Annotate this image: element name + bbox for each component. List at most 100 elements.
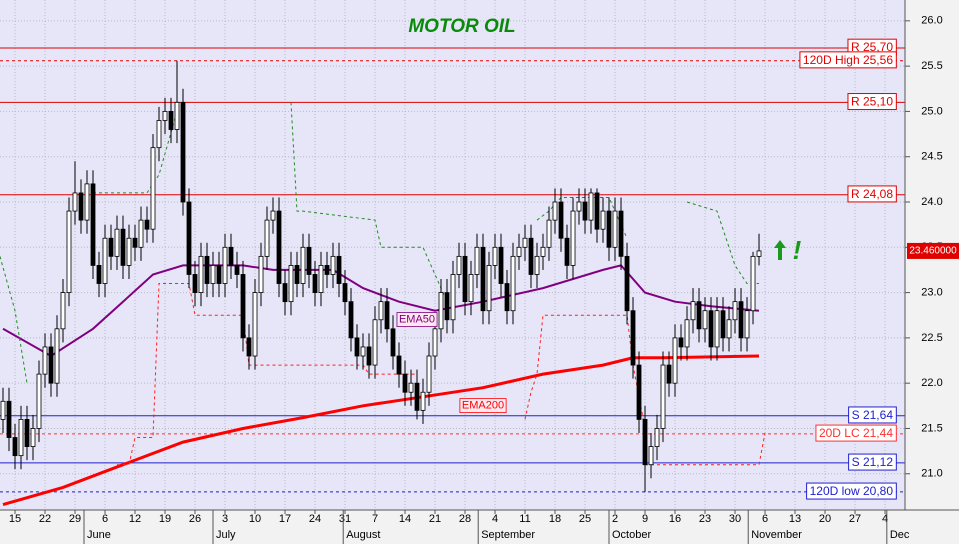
y-tick-label: 21.5 (921, 422, 942, 434)
candle-body (66, 210, 72, 293)
candle-body (642, 419, 648, 466)
candle-body (18, 419, 24, 457)
y-tick-label: 22.0 (921, 377, 942, 389)
candle-body (390, 328, 396, 357)
grid (0, 0, 905, 510)
candle-body (246, 337, 252, 357)
chart-title: MOTOR OIL (408, 16, 515, 37)
candle-body (546, 219, 552, 248)
candle-body (756, 250, 762, 257)
candle-body (654, 428, 660, 447)
level-label-box (848, 406, 897, 424)
candle-body (618, 210, 624, 257)
level-label: S 21,64 (852, 408, 894, 422)
x-tick-label: 23 (699, 513, 711, 525)
candle-body (468, 274, 474, 303)
candle-body (558, 201, 564, 239)
level-label-box (848, 453, 897, 471)
candle-body (744, 310, 750, 339)
level-label-box (847, 185, 897, 203)
candle-body (588, 192, 594, 221)
candle-body (720, 310, 726, 339)
candle-body (336, 255, 342, 284)
candle-body (300, 246, 306, 284)
x-tick-label: 26 (189, 513, 201, 525)
level-label: 20D LC 21,44 (819, 426, 893, 440)
last-price-box (907, 242, 959, 259)
candle-body (72, 192, 78, 212)
candle-body (552, 201, 558, 221)
candle-body (96, 265, 102, 284)
indicator-line (2, 354, 760, 507)
candle-body (462, 255, 468, 303)
candle-body (612, 210, 618, 248)
candle-body (444, 292, 450, 321)
month-label: October (612, 529, 651, 541)
candle-body (36, 373, 42, 429)
x-tick-label: 28 (459, 513, 471, 525)
candle-body (198, 255, 204, 293)
candle-body (684, 319, 690, 348)
candle-body (486, 265, 492, 312)
candle-body (678, 337, 684, 348)
level-label-box (806, 482, 897, 500)
candle-body (408, 382, 414, 393)
y-tick-label: 23.0 (921, 286, 942, 298)
y-tick-label: 26.0 (921, 15, 942, 27)
candle-body (12, 437, 18, 457)
candle-body (510, 255, 516, 312)
candle-body (600, 210, 606, 230)
month-label: Dec (890, 529, 910, 541)
x-tick-label: 11 (519, 513, 530, 525)
candle-body (594, 192, 600, 230)
candle-body (270, 210, 276, 221)
level-label: 120D High 25,56 (803, 53, 893, 67)
candle-body (534, 255, 540, 275)
candle-body (528, 237, 534, 275)
candle-body (156, 120, 162, 149)
up-arrow (774, 240, 786, 260)
x-tick-label: 30 (729, 513, 741, 525)
candle-body (348, 301, 354, 339)
candle-body (360, 346, 366, 357)
x-tick-label: 9 (642, 513, 648, 525)
candle-body (576, 201, 582, 212)
candle-body (630, 310, 636, 366)
x-tick-label: 16 (669, 513, 681, 525)
x-tick-label: 27 (849, 513, 861, 525)
candle-body (240, 274, 246, 339)
candle-body (372, 319, 378, 366)
candle-body (144, 219, 150, 230)
level-label-box (847, 93, 897, 111)
y-tick-label: 24.0 (921, 196, 942, 208)
candle-body (264, 219, 270, 257)
candle-body (84, 183, 90, 221)
candle-body (342, 283, 348, 303)
candle-body (108, 237, 114, 257)
candle-body (138, 219, 144, 248)
candle-body (378, 301, 384, 321)
candle-body (732, 301, 738, 321)
candle-body (216, 265, 222, 284)
candle-body (24, 419, 30, 447)
candle-body (324, 265, 330, 275)
candle-body (318, 265, 324, 293)
candle-body (420, 391, 426, 411)
candle-body (660, 364, 666, 429)
month-label: August (346, 529, 380, 541)
candle-body (312, 274, 318, 293)
x-tick-label: 29 (69, 513, 81, 525)
x-tick-label: 13 (789, 513, 801, 525)
x-tick-label: 4 (882, 513, 888, 525)
candle-body (564, 237, 570, 266)
candle-body (702, 310, 708, 330)
candle-body (492, 246, 498, 266)
candle-body (726, 319, 732, 339)
candle-body (48, 346, 54, 384)
candle-body (30, 428, 36, 447)
candle-body (474, 246, 480, 275)
candle-body (426, 355, 432, 393)
candle-body (498, 246, 504, 284)
candle-body (636, 364, 642, 420)
candle-body (276, 210, 282, 284)
